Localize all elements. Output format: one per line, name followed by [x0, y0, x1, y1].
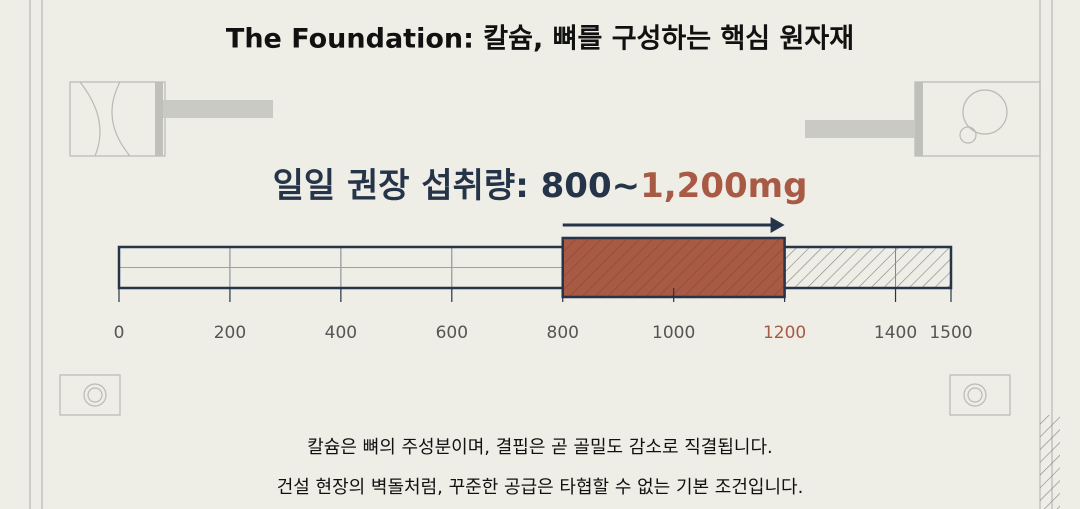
- x-tick-label: 1000: [652, 323, 695, 343]
- subtitle: 일일 권장 섭취량: 800~1,200mg: [273, 166, 808, 206]
- x-tick-label: 200: [214, 323, 246, 343]
- blueprint-frame: [29, 0, 1060, 509]
- arrow-head: [770, 217, 785, 233]
- x-tick-label: 1500: [929, 323, 972, 343]
- chart-title: The Foundation: 칼슘, 뼈를 구성하는 핵심 원자재: [226, 24, 854, 55]
- caption: 칼슘은 뼈의 주성분이며, 결핍은 곧 골밀도 감소로 직결됩니다.: [307, 437, 773, 458]
- x-tick-label: 600: [436, 323, 468, 343]
- upper-region: [784, 247, 951, 288]
- x-tick-label: 800: [547, 323, 579, 343]
- x-tick-label: 400: [325, 323, 357, 343]
- subtitle-accent: 1,200mg: [640, 166, 807, 206]
- x-tick-label: 1200: [763, 323, 806, 343]
- range-hatch: [562, 238, 785, 297]
- subtitle-part: 일일 권장 섭취량: 800~: [273, 166, 641, 206]
- bar-frame: [117, 245, 953, 290]
- caption: 건설 현장의 벽돌처럼, 꾸준한 공급은 타협할 수 없는 기본 조건입니다.: [277, 477, 804, 498]
- x-tick-label: 1400: [874, 323, 917, 343]
- x-tick-label: 0: [114, 323, 125, 343]
